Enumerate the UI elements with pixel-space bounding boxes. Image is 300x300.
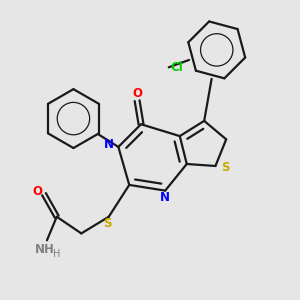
- Text: N: N: [103, 139, 113, 152]
- Text: N: N: [160, 191, 170, 204]
- Text: O: O: [32, 185, 42, 198]
- Text: NH: NH: [35, 243, 55, 256]
- Text: O: O: [132, 87, 142, 100]
- Text: S: S: [221, 161, 230, 175]
- Text: S: S: [103, 217, 112, 230]
- Text: H: H: [53, 249, 60, 259]
- Text: Cl: Cl: [170, 61, 183, 74]
